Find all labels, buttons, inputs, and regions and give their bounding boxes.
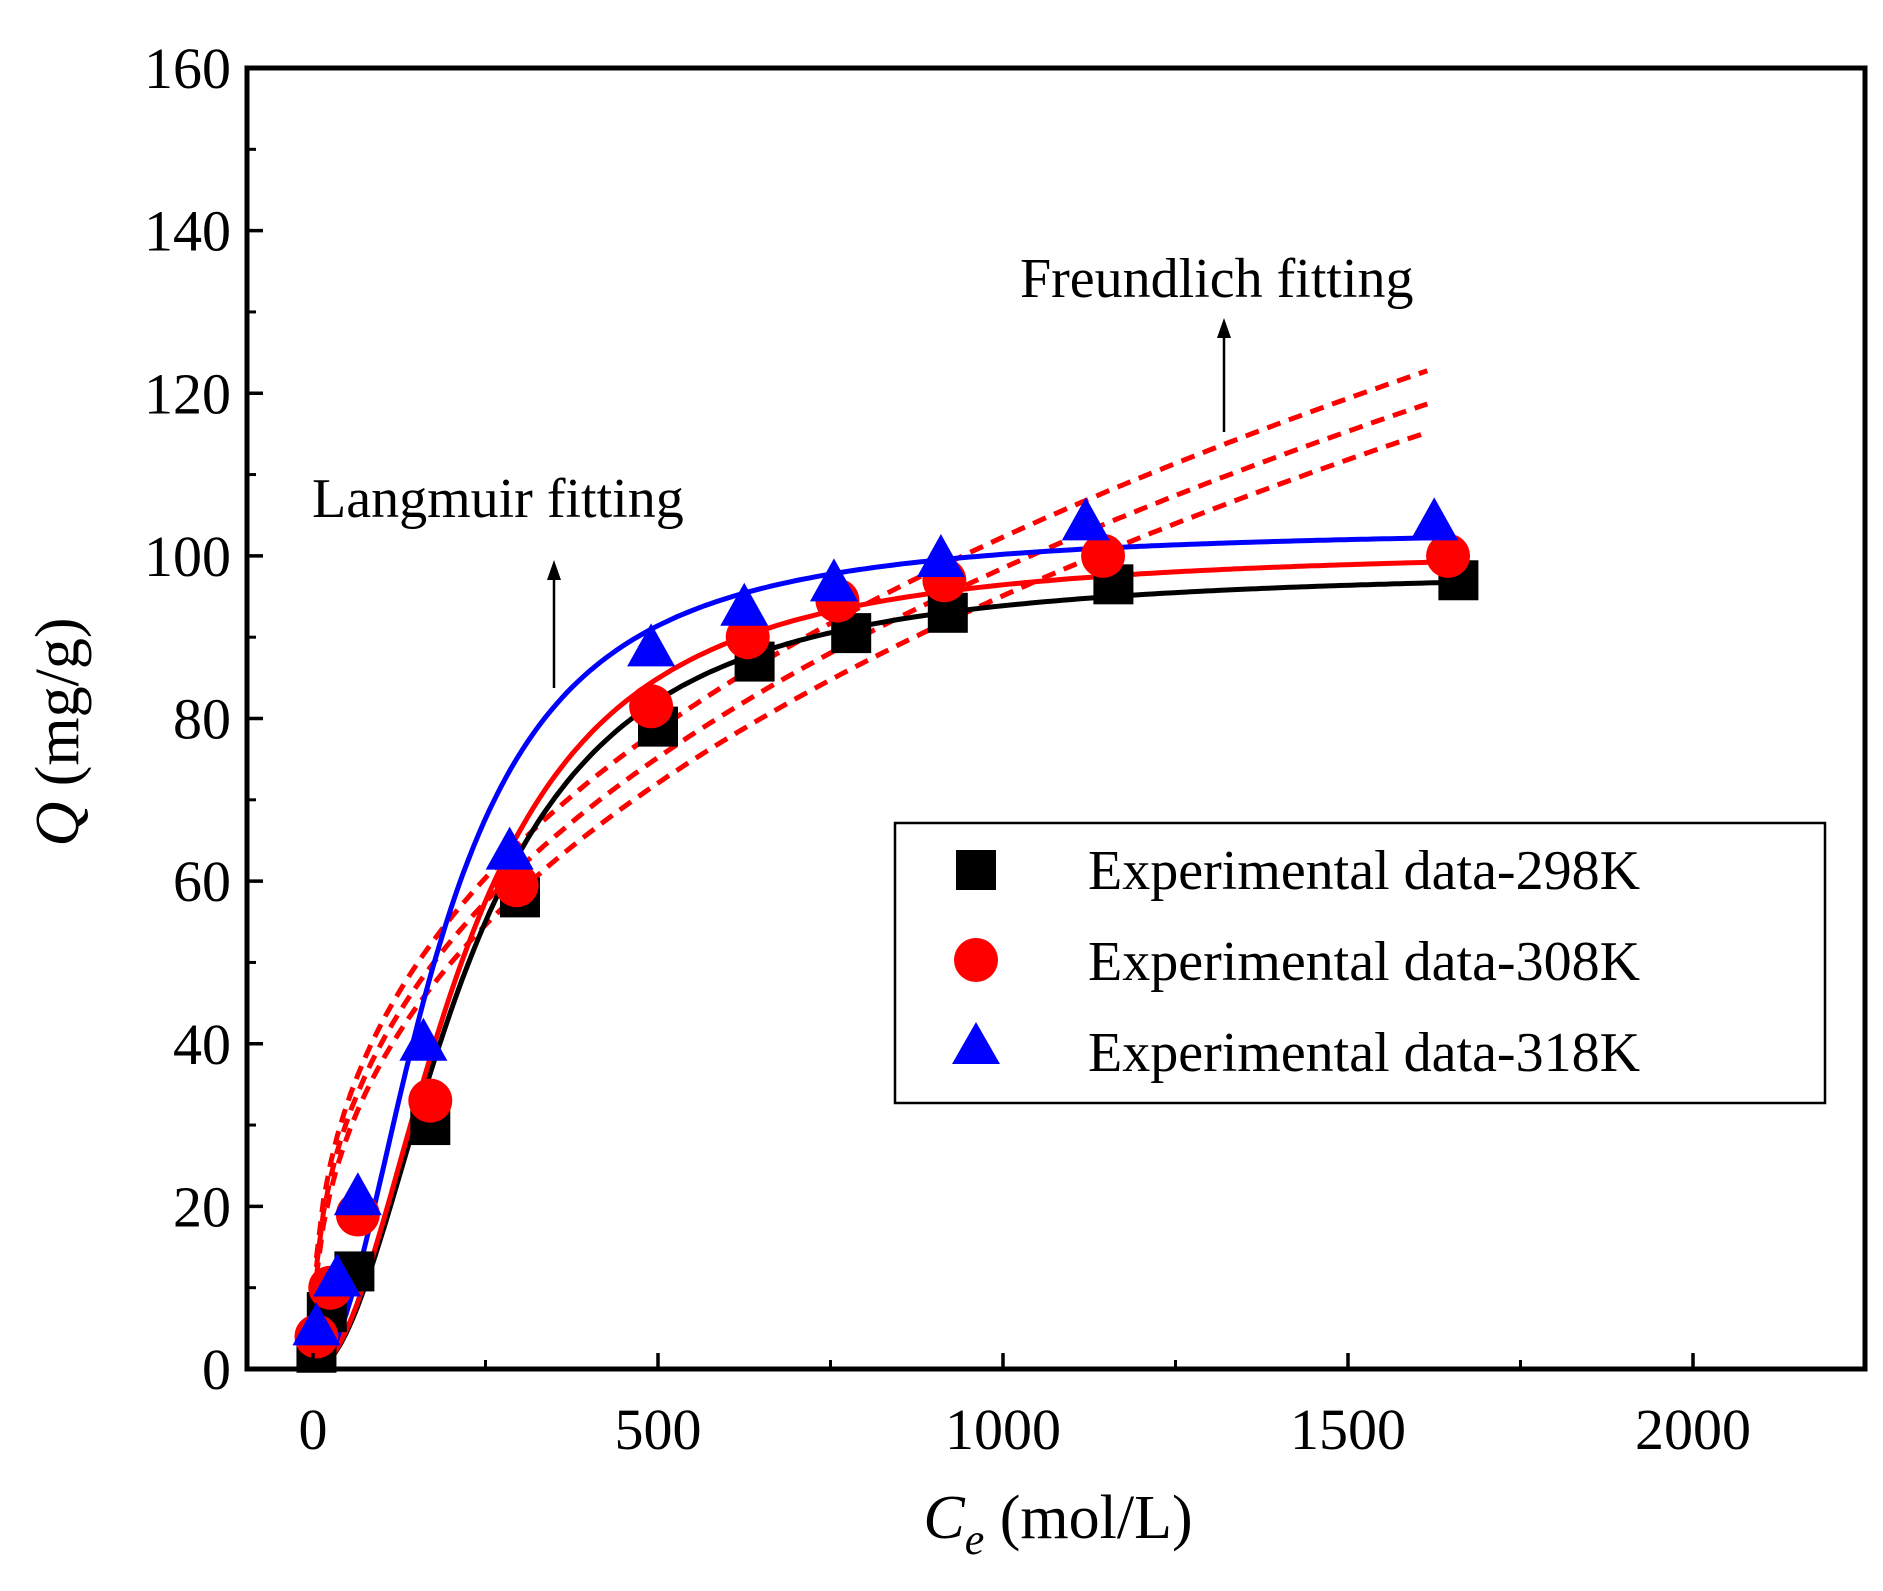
langmuir-arrowhead <box>547 560 561 580</box>
data-point-2-7 <box>809 558 858 602</box>
legend-label-308k: Experimental data-308K <box>1088 931 1640 993</box>
y-axis-title-main: Q <box>24 802 92 847</box>
y-tick-label: 40 <box>173 1012 231 1077</box>
legend-label-298k: Experimental data-298K <box>1088 840 1640 902</box>
data-point-2-0 <box>292 1302 341 1346</box>
legend-square-icon <box>956 850 996 890</box>
data-point-1-9 <box>1081 533 1126 578</box>
legend-circle-icon <box>954 938 998 982</box>
y-tick-label: 140 <box>144 199 231 264</box>
legend-triangle-icon <box>952 1022 1000 1064</box>
data-point-1-10 <box>1426 533 1471 578</box>
y-axis-title-unit: (mg/g) <box>24 617 92 801</box>
data-markers <box>292 497 1479 1373</box>
y-tick-label: 0 <box>202 1337 231 1402</box>
axis-ticks: 0 20 40 60 80 100 120 140 160 0 500 1000 1500 2000 <box>144 36 1751 1462</box>
x-axis-title-unit: (mol/L) <box>984 1484 1192 1552</box>
freundlich-fit-curve-1 <box>313 401 1429 1268</box>
freundlich-annotation: Freundlich fitting <box>1020 248 1414 310</box>
y-tick-label: 20 <box>173 1174 231 1239</box>
y-tick-label: 100 <box>144 524 231 589</box>
data-point-2-1 <box>313 1253 362 1297</box>
y-tick-label: 60 <box>173 849 231 914</box>
x-axis-title-main: C <box>923 1484 965 1552</box>
y-tick-label: 120 <box>144 361 231 426</box>
data-point-1-5 <box>629 684 674 729</box>
data-point-2-3 <box>399 1017 448 1061</box>
data-point-2-5 <box>627 623 676 667</box>
data-point-2-8 <box>916 533 965 577</box>
x-axis-title-sub: e <box>965 1515 985 1564</box>
legend-label-318k: Experimental data-318K <box>1088 1022 1640 1084</box>
data-point-1-3 <box>408 1078 453 1123</box>
data-point-2-2 <box>333 1172 382 1216</box>
y-tick-label: 80 <box>173 687 231 752</box>
y-tick-label: 160 <box>144 36 231 101</box>
data-point-2-4 <box>485 826 534 870</box>
langmuir-fit-curve-2 <box>312 535 1445 1369</box>
x-tick-label: 1000 <box>945 1397 1061 1462</box>
data-point-2-6 <box>720 582 769 626</box>
data-point-1-4 <box>494 863 539 908</box>
legend: Experimental data-298K Experimental data… <box>893 821 1827 1105</box>
y-axis-title: Q (mg/g) <box>24 617 92 846</box>
plot-area <box>292 368 1479 1373</box>
x-tick-label: 500 <box>615 1397 702 1462</box>
data-point-2-9 <box>1061 497 1110 541</box>
x-tick-label: 0 <box>299 1397 328 1462</box>
langmuir-annotation: Langmuir fitting <box>312 468 684 530</box>
freundlich-arrowhead <box>1217 318 1231 338</box>
data-point-1-6 <box>725 615 770 660</box>
x-tick-label: 1500 <box>1290 1397 1406 1462</box>
data-point-2-10 <box>1410 497 1459 541</box>
legend-box <box>893 821 1827 1105</box>
x-axis-title: Ce (mol/L) <box>923 1484 1192 1564</box>
x-tick-label: 2000 <box>1635 1397 1751 1462</box>
